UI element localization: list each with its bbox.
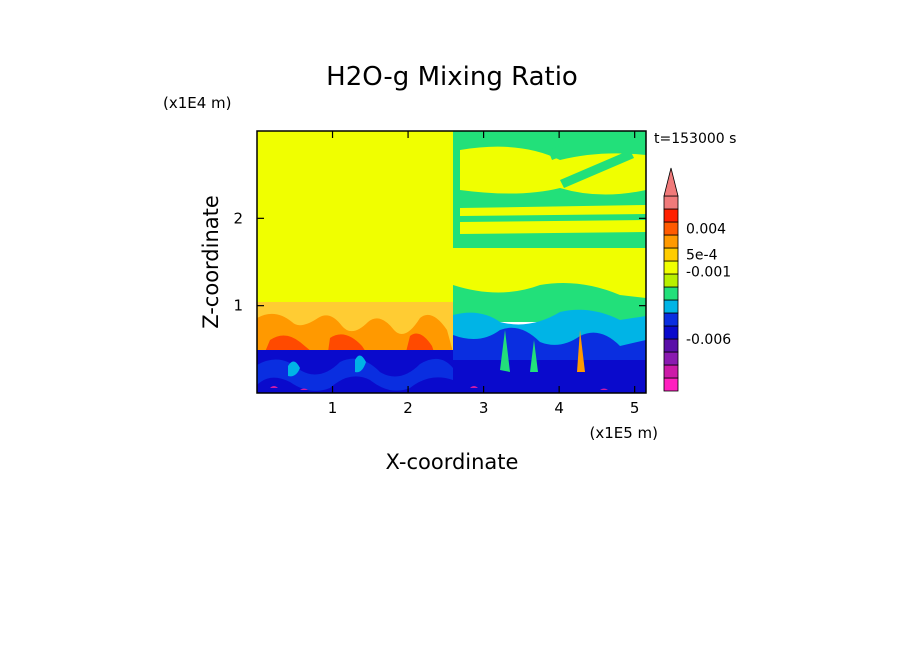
colorbar-swatch <box>663 208 679 223</box>
mixing-ratio-field <box>257 131 646 393</box>
x-axis: 1 2 3 4 5 <box>328 131 640 417</box>
field-right-plume-green <box>500 330 538 372</box>
colorbar-label: 0.004 <box>686 222 726 238</box>
colorbar-swatch <box>663 221 679 236</box>
field-left-cyan-streak <box>288 355 366 377</box>
field-left-plume-red <box>265 333 434 352</box>
colorbar-swatch <box>663 325 679 340</box>
colorbar-swatch <box>663 260 679 275</box>
chart-title: H2O-g Mixing Ratio <box>326 62 578 92</box>
field-left-lower-light <box>257 358 453 391</box>
colorbar-label: -0.006 <box>686 332 731 348</box>
y-axis-label: Z-coordinate <box>199 195 223 329</box>
colorbar-swatch <box>663 195 679 210</box>
y-axis: 12 <box>233 209 646 315</box>
y-unit-label: (x1E4 m) <box>163 94 232 112</box>
y-tick-label: 2 <box>233 209 243 227</box>
colorbar-label: -0.001 <box>686 264 731 280</box>
y-tick-label: 1 <box>233 297 243 315</box>
x-tick-label: 2 <box>403 399 413 417</box>
colorbar-swatch <box>663 234 679 249</box>
field-left-plume <box>257 313 453 352</box>
colorbar-swatch <box>663 286 679 301</box>
colorbar-swatch <box>663 351 679 366</box>
colorbar-label: 5e-4 <box>686 248 718 264</box>
x-tick-label: 5 <box>630 399 640 417</box>
plot-frame <box>256 130 647 394</box>
colorbar-swatch <box>663 273 679 288</box>
field-right-lower <box>453 360 646 393</box>
x-unit-label: (x1E5 m) <box>589 424 658 442</box>
colorbar-swatch <box>663 377 679 392</box>
field-bottom-specks <box>270 386 608 390</box>
colorbar-swatch <box>663 299 679 314</box>
time-label: t=153000 s <box>654 131 736 147</box>
field-right-green-streaks <box>548 132 634 188</box>
x-tick-label: 1 <box>328 399 338 417</box>
colorbar-swatch <box>663 364 679 379</box>
colorbar: 0.004 5e-4-0.001 -0.006 <box>663 167 731 392</box>
x-tick-label: 4 <box>554 399 564 417</box>
x-axis-label: X-coordinate <box>386 450 519 474</box>
colorbar-extend-arrow <box>663 167 679 197</box>
colorbar-swatch <box>663 312 679 327</box>
field-right-plume-orange <box>577 330 585 372</box>
x-tick-label: 3 <box>479 399 489 417</box>
field-left-upper <box>257 131 453 305</box>
colorbar-swatch <box>663 338 679 353</box>
colorbar-swatch <box>663 247 679 262</box>
